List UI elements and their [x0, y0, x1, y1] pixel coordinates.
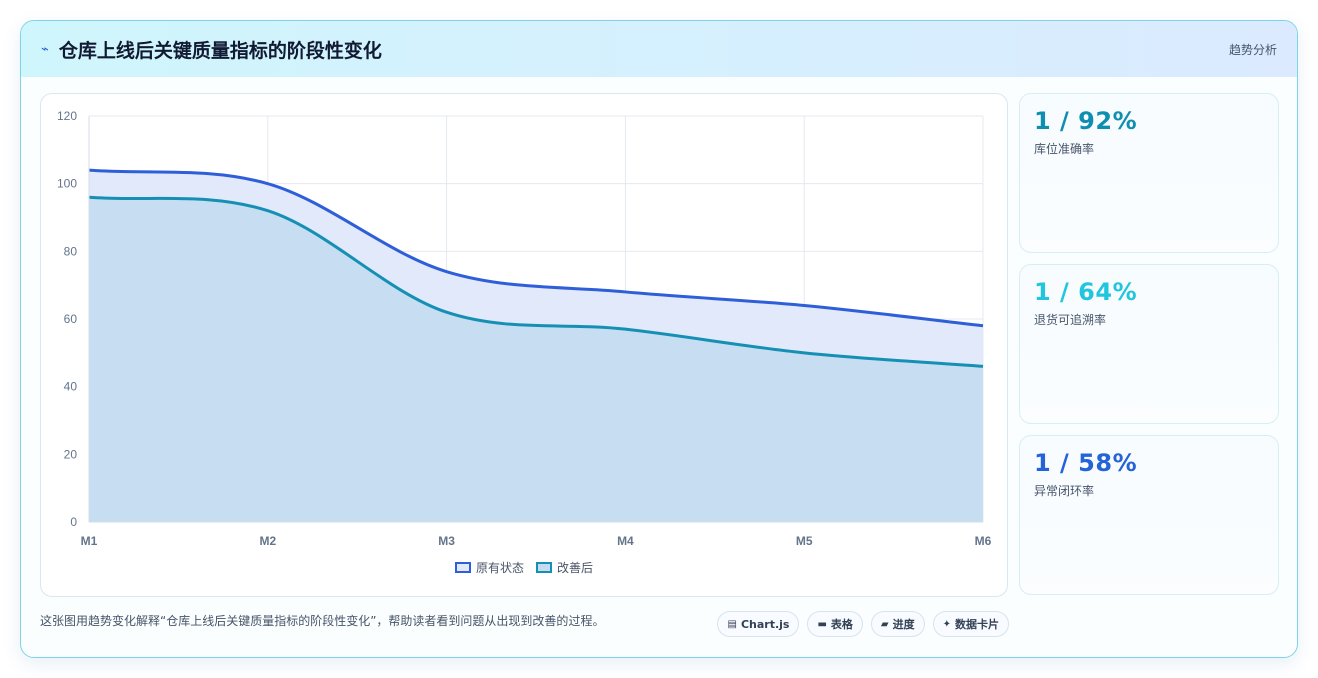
chip-chartjs[interactable]: ▤ Chart.js [717, 611, 800, 637]
title-wrap: ⌁ 仓库上线后关键质量指标的阶段性变化 [41, 36, 382, 63]
stat-label: 库位准确率 [1034, 142, 1095, 156]
area-chart: 0 20 40 60 80 100 120 M1 M2 M3 M4 M5 M6 [57, 109, 992, 548]
chip-data-cards[interactable]: ✦ 数据卡片 [932, 611, 1009, 637]
legend-label: 改善后 [557, 560, 594, 575]
chip-label: 进度 [892, 618, 915, 631]
chart-panel: 0 20 40 60 80 100 120 M1 M2 M3 M4 M5 M6 原有状态 改善后 [40, 93, 1008, 597]
series-line-0 [88, 168, 984, 328]
progress-icon: ▰ [880, 618, 889, 630]
chip-progress[interactable]: ▰ 进度 [870, 611, 925, 637]
y-tick-label: 100 [57, 177, 77, 191]
x-tick-label: M6 [975, 534, 992, 548]
x-tick-label: M2 [259, 534, 276, 548]
x-tick-label: M4 [617, 534, 634, 548]
y-tick-label: 40 [64, 380, 78, 394]
legend-swatch [536, 561, 552, 573]
chip-label: 数据卡片 [955, 618, 999, 631]
y-tick-label: 20 [64, 447, 78, 461]
chart-description: 这张图用趋势变化解释“仓库上线后关键质量指标的阶段性变化”，帮助读者看到问题从出… [40, 614, 605, 628]
stat-value: 1 / 64% [1034, 278, 1138, 306]
card-header: ⌁ 仓库上线后关键质量指标的阶段性变化 趋势分析 [21, 21, 1297, 77]
y-tick-label: 120 [57, 109, 77, 123]
chart-icon: ▤ [727, 618, 737, 630]
y-tick-label: 80 [64, 244, 78, 258]
page-title: 仓库上线后关键质量指标的阶段性变化 [58, 39, 382, 62]
legend-label: 原有状态 [475, 560, 524, 575]
legend-swatch [454, 561, 471, 573]
trend-icon: ⌁ [41, 41, 49, 57]
legend-item[interactable]: 原有状态 [454, 559, 524, 576]
chart-legend: 原有状态 改善后 [41, 557, 1007, 577]
chip-label: Chart.js [740, 617, 790, 631]
stat-card-exception-closure: 1 / 58% 异常闭环率 [1019, 435, 1279, 595]
trend-analysis-link[interactable]: 趋势分析 [1228, 42, 1277, 57]
stats-column: 1 / 92% 库位准确率 1 / 64% 退货可追溯率 1 / 58% 异常闭… [1019, 93, 1279, 595]
chip-table[interactable]: ▬ 表格 [807, 611, 863, 637]
table-icon: ▬ [817, 618, 827, 630]
sparkle-icon: ✦ [942, 618, 951, 630]
y-tick-label: 0 [70, 515, 77, 529]
chip-label: 表格 [830, 618, 853, 631]
chart-card: ⌁ 仓库上线后关键质量指标的阶段性变化 趋势分析 0 20 40 60 80 100 120… [20, 20, 1298, 658]
stat-card-return-traceability: 1 / 64% 退货可追溯率 [1019, 264, 1279, 424]
x-tick-label: M1 [81, 534, 98, 548]
stat-card-location-accuracy: 1 / 92% 库位准确率 [1019, 93, 1279, 253]
tag-chips: ▤ Chart.js ▬ 表格 ▰ 进度 ✦ 数据卡片 [717, 611, 1009, 637]
legend-item[interactable]: 改善后 [536, 559, 593, 576]
stat-value: 1 / 58% [1034, 449, 1138, 477]
x-tick-label: M3 [438, 534, 455, 548]
series-line-1 [88, 195, 984, 368]
x-tick-label: M5 [796, 534, 813, 548]
stat-value: 1 / 92% [1034, 107, 1138, 135]
stat-label: 退货可追溯率 [1034, 313, 1107, 327]
stat-label: 异常闭环率 [1034, 484, 1095, 498]
y-tick-label: 60 [64, 312, 78, 326]
series-area-1 [89, 197, 983, 522]
